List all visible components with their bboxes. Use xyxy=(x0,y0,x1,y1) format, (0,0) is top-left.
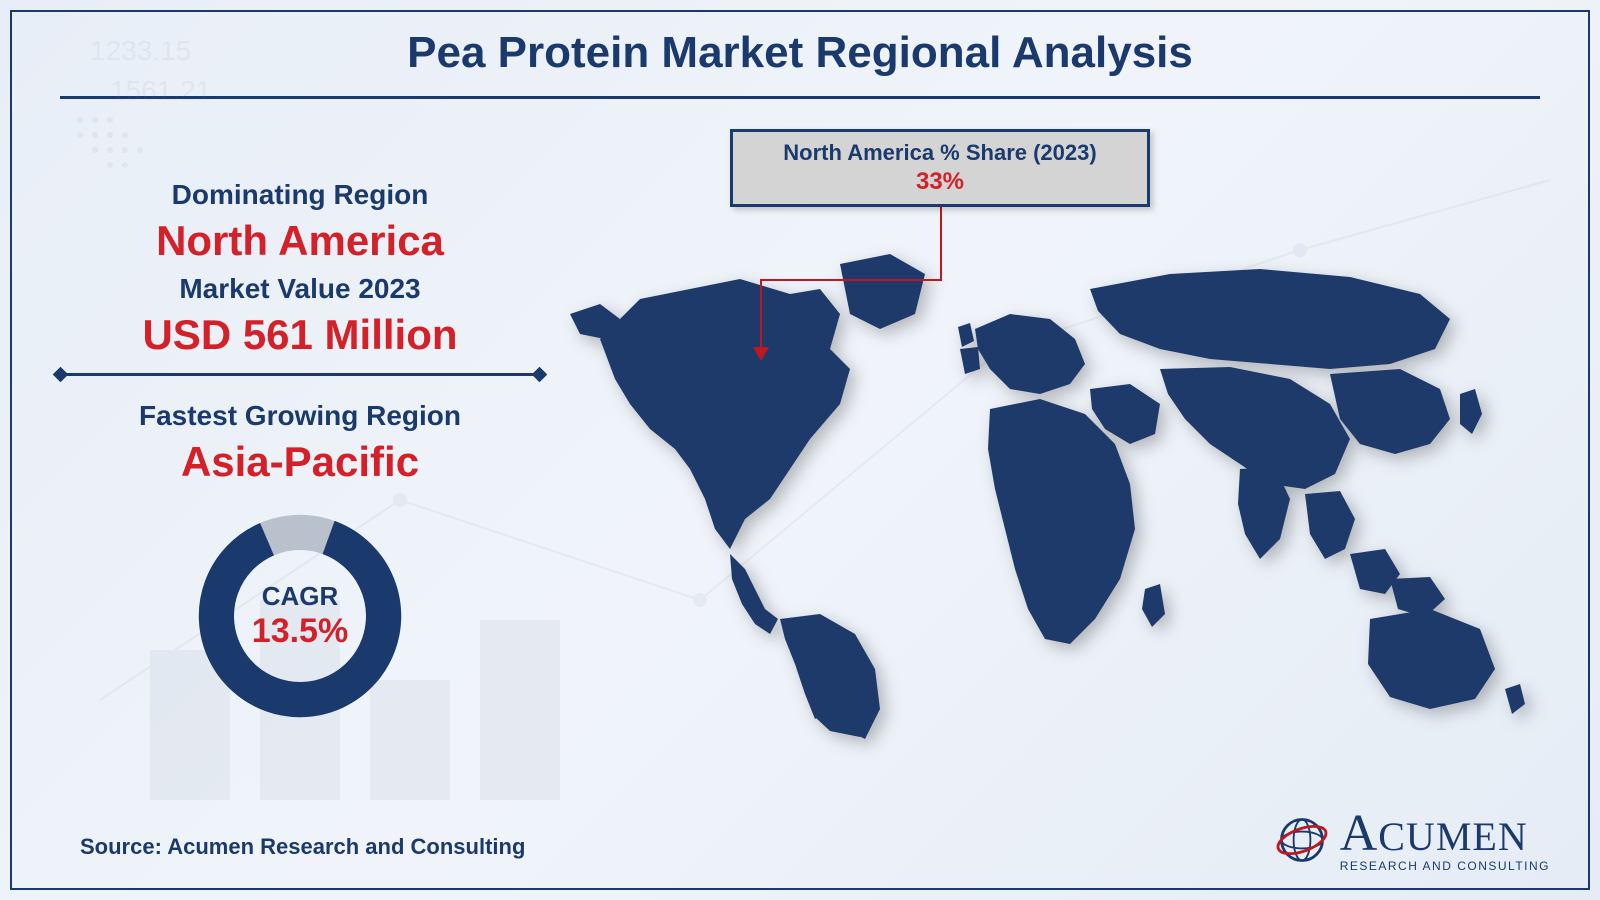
cagr-donut: CAGR 13.5% xyxy=(190,506,410,726)
globe-icon xyxy=(1274,812,1330,868)
source-text: Source: Acumen Research and Consulting xyxy=(80,834,525,860)
dominating-region-value: North America xyxy=(40,217,560,265)
fastest-growing-value: Asia-Pacific xyxy=(40,438,560,486)
section-divider xyxy=(60,373,540,376)
market-value: USD 561 Million xyxy=(40,311,560,359)
callout-connector xyxy=(940,199,942,279)
map-panel: North America % Share (2023) 33% xyxy=(560,129,1560,779)
share-callout: North America % Share (2023) 33% xyxy=(730,129,1150,207)
dominating-region-label: Dominating Region xyxy=(40,179,560,211)
callout-title: North America % Share (2023) xyxy=(733,140,1147,166)
logo-tagline: RESEARCH AND CONSULTING xyxy=(1340,860,1550,872)
world-map xyxy=(530,219,1530,739)
callout-connector xyxy=(760,279,762,349)
callout-arrow-icon xyxy=(753,347,769,361)
brand-logo: ACUMEN RESEARCH AND CONSULTING xyxy=(1274,808,1550,872)
market-value-label: Market Value 2023 xyxy=(40,273,560,305)
fastest-growing-label: Fastest Growing Region xyxy=(40,400,560,432)
callout-connector xyxy=(760,279,942,281)
logo-name: ACUMEN xyxy=(1340,808,1550,860)
callout-value: 33% xyxy=(733,168,1147,196)
cagr-label: CAGR xyxy=(252,581,348,612)
left-panel: Dominating Region North America Market V… xyxy=(40,129,560,779)
content-area: Dominating Region North America Market V… xyxy=(0,99,1600,779)
cagr-value: 13.5% xyxy=(252,612,348,651)
